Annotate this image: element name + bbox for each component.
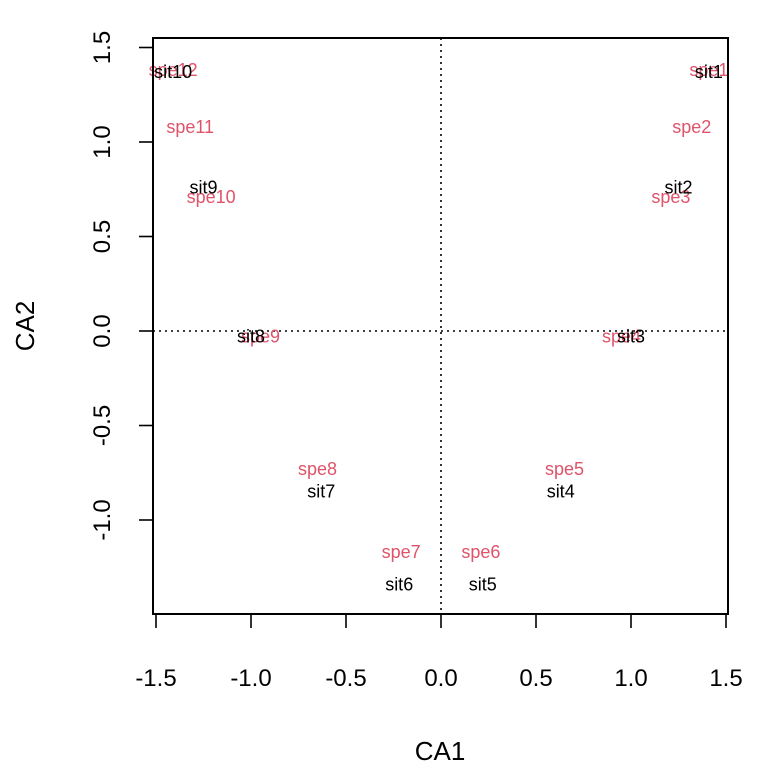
y-tick-label: 1.0 bbox=[89, 125, 116, 158]
site-label: sit2 bbox=[664, 177, 692, 197]
site-label: sit1 bbox=[695, 62, 723, 82]
y-tick-label: 0.5 bbox=[89, 220, 116, 253]
species-label: spe11 bbox=[166, 117, 214, 137]
site-label: sit9 bbox=[189, 177, 217, 197]
species-label: spe1 bbox=[689, 60, 728, 80]
x-tick-label: -1.5 bbox=[135, 665, 176, 692]
species-label: spe4 bbox=[602, 327, 641, 347]
species-label: spe7 bbox=[382, 542, 421, 562]
species-label: spe3 bbox=[651, 187, 690, 207]
site-label: sit10 bbox=[154, 62, 192, 82]
species-label: spe6 bbox=[461, 542, 500, 562]
x-tick-label: 0.5 bbox=[519, 665, 552, 692]
species-label: spe9 bbox=[241, 327, 280, 347]
x-tick-label: -1.0 bbox=[230, 665, 271, 692]
species-label: spe10 bbox=[187, 187, 236, 207]
x-axis: -1.5 -1.0 -0.5 0.0 0.5 1.0 1.5 bbox=[135, 613, 743, 692]
species-label: spe8 bbox=[298, 459, 337, 479]
y-axis: -1.0 -0.5 0.0 0.5 1.0 1.5 bbox=[89, 31, 154, 541]
x-tick-label: -0.5 bbox=[325, 665, 366, 692]
x-tick-label: 1.5 bbox=[709, 665, 742, 692]
y-tick-label: -1.0 bbox=[89, 499, 116, 540]
x-axis-title: CA1 bbox=[415, 736, 466, 766]
y-tick-label: -0.5 bbox=[89, 405, 116, 446]
species-label: spe2 bbox=[672, 117, 711, 137]
site-label: sit5 bbox=[469, 574, 497, 594]
y-tick-label: 1.5 bbox=[89, 31, 116, 64]
x-tick-label: 1.0 bbox=[614, 665, 647, 692]
site-label: sit8 bbox=[237, 327, 265, 347]
y-axis-title: CA2 bbox=[10, 301, 40, 352]
site-label: sit4 bbox=[547, 482, 575, 502]
species-label: spe12 bbox=[149, 60, 198, 80]
site-label: sit6 bbox=[385, 574, 413, 594]
site-label: sit7 bbox=[307, 482, 335, 502]
species-label: spe5 bbox=[545, 459, 584, 479]
reference-lines bbox=[153, 38, 728, 614]
x-tick-label: 0.0 bbox=[424, 665, 457, 692]
y-tick-label: 0.0 bbox=[89, 314, 116, 347]
site-label: sit3 bbox=[617, 327, 645, 347]
point-labels: spe1 spe2 spe3 spe4 spe5 spe6 spe7 spe8 spe9 spe1… bbox=[149, 60, 729, 594]
